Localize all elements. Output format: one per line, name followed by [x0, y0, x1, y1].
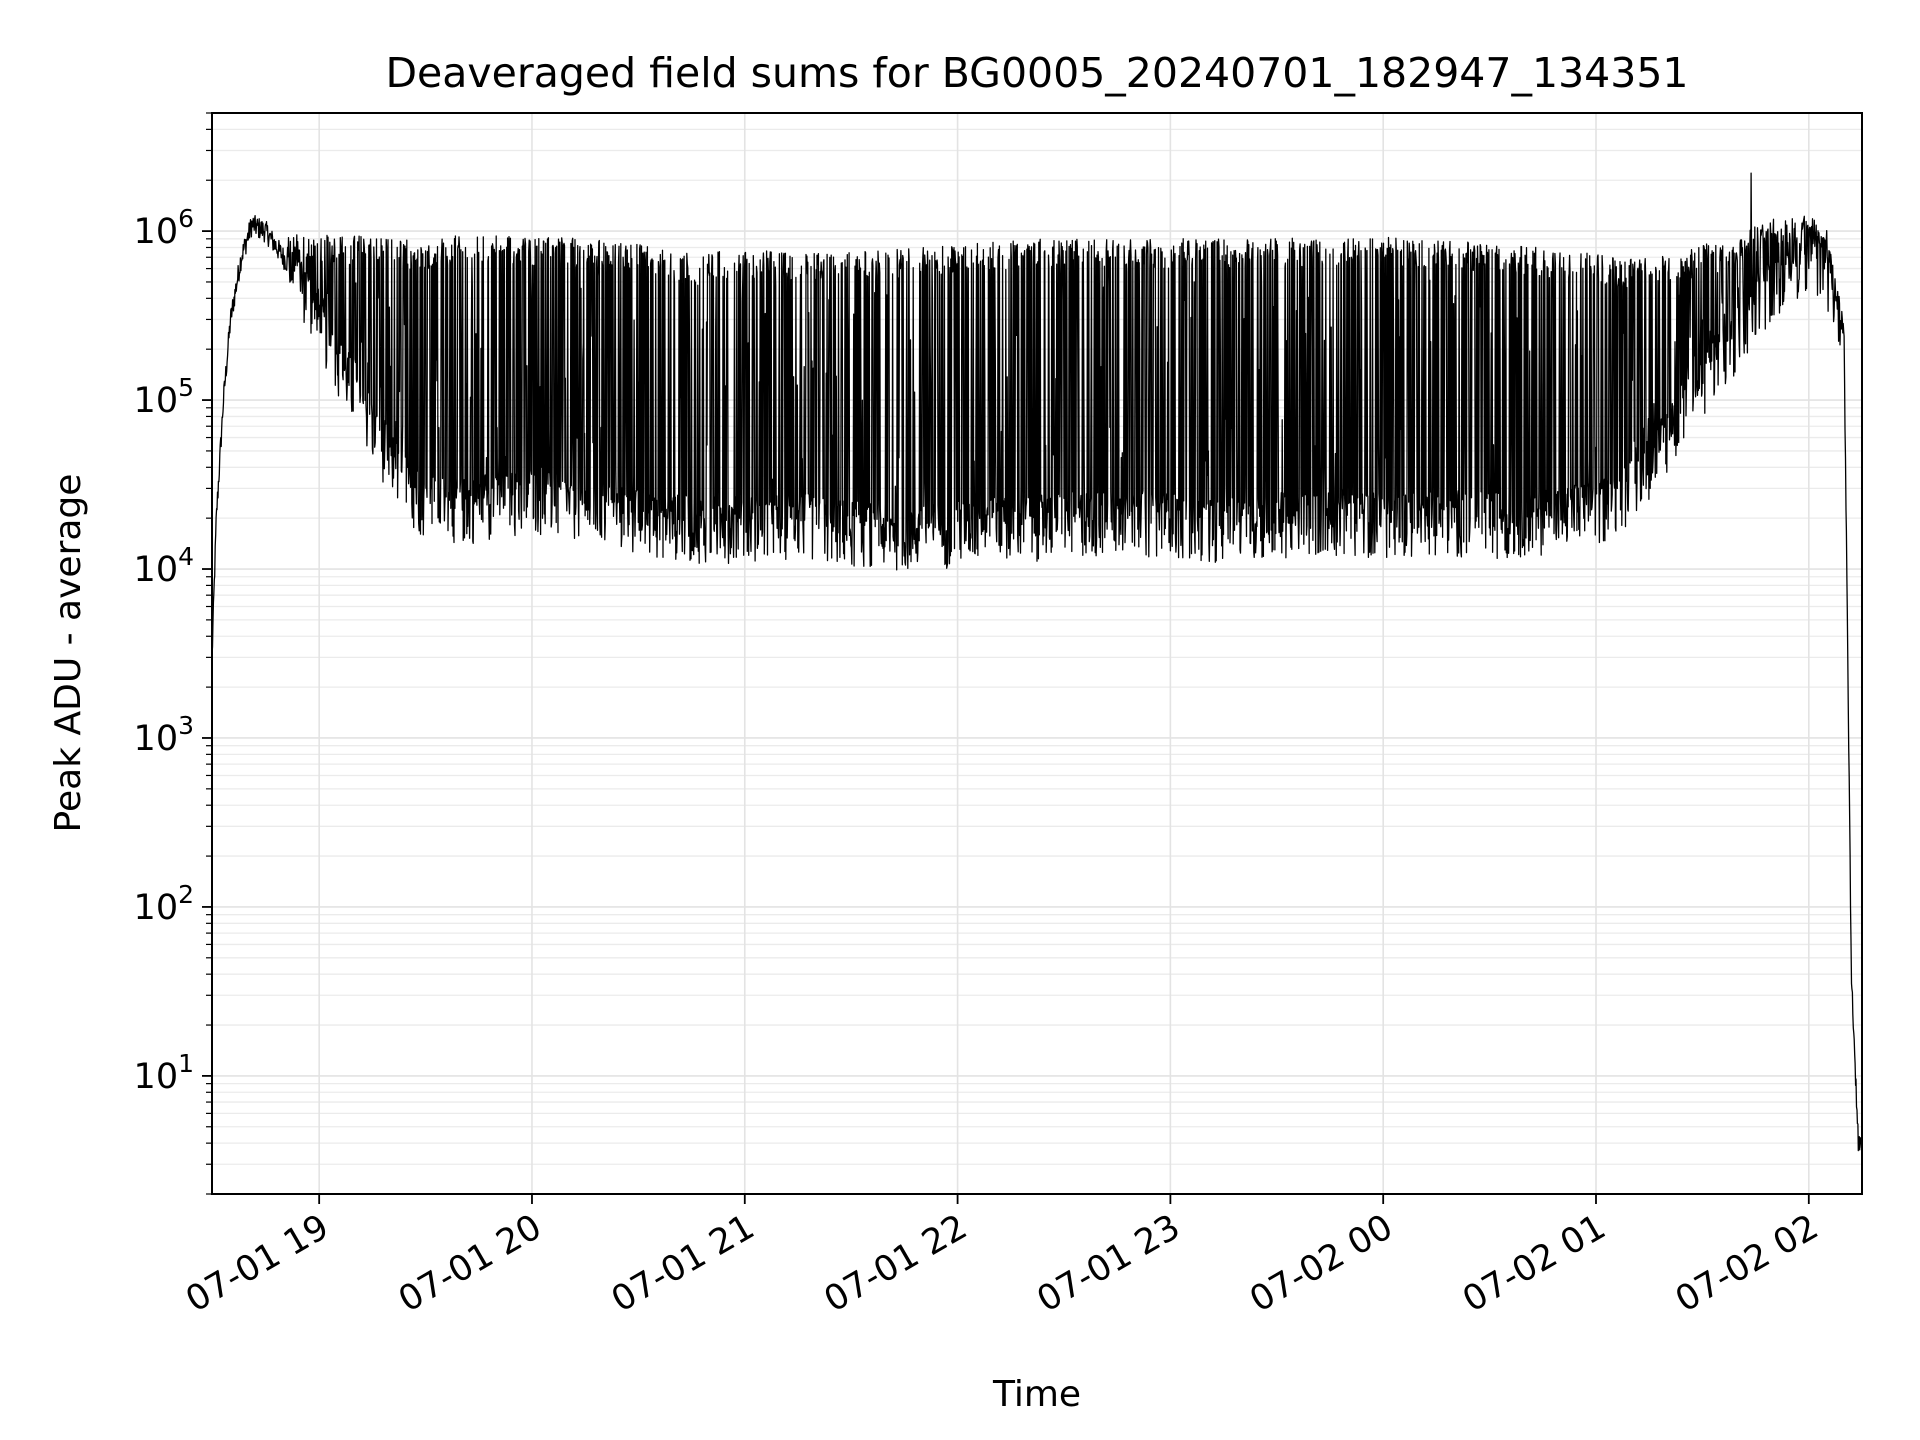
- y-tick-label: 106: [134, 204, 194, 252]
- y-tick-label: 101: [134, 1049, 194, 1097]
- plot-area: [211, 172, 1863, 1152]
- y-tick-label: 105: [134, 373, 194, 421]
- y-axis-title: Peak ADU - average: [48, 474, 89, 833]
- y-tick-label: 104: [134, 542, 194, 590]
- axes-frame: [211, 112, 1863, 1195]
- chart-title: Deaveraged field sums for BG0005_2024070…: [385, 49, 1688, 97]
- y-tick-label: 102: [134, 880, 194, 928]
- x-axis-title: Time: [992, 1374, 1081, 1415]
- series-line: [211, 172, 1863, 1152]
- y-axis: 101 102 103 104 105 106: [134, 112, 212, 1195]
- y-tick-label: 103: [134, 711, 194, 759]
